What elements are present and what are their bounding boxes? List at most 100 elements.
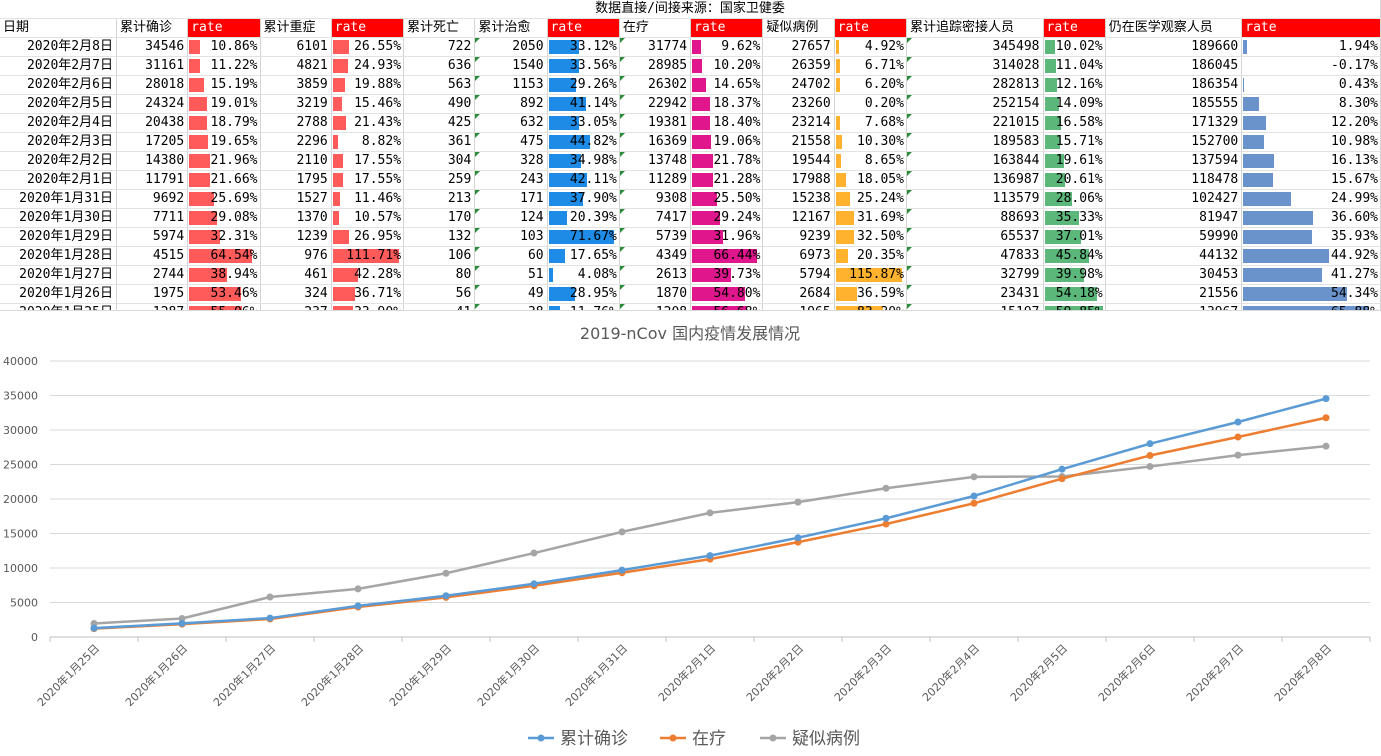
rate-cell[interactable]: 11.46% [331,190,403,209]
data-point[interactable] [443,592,450,599]
rate-cell[interactable]: 26.55% [331,38,403,57]
rate-cell[interactable]: 64.54% [188,247,260,266]
rate-cell[interactable]: 1.94% [1242,38,1381,57]
header-rate-cell[interactable]: rate [188,19,260,38]
rate-cell[interactable]: 6.20% [834,76,906,95]
value-cell[interactable]: 32799 [906,266,1043,285]
date-cell[interactable]: 2020年2月3日 [0,133,116,152]
date-cell[interactable]: 2020年2月8日 [0,38,116,57]
data-point[interactable] [91,625,98,632]
rate-cell[interactable]: 0.20% [834,95,906,114]
value-cell[interactable]: 56 [404,285,475,304]
rate-cell[interactable]: 44.92% [1242,247,1381,266]
legend-entry[interactable]: 在疗 [692,729,726,749]
header-rate-cell[interactable]: rate [834,19,906,38]
value-cell[interactable]: 7417 [619,209,690,228]
header-cell[interactable]: 在疗 [619,19,690,38]
data-point[interactable] [1323,395,1330,402]
rate-cell[interactable]: 54.80% [691,285,763,304]
value-cell[interactable]: 31774 [619,38,690,57]
value-cell[interactable]: 17205 [116,133,187,152]
rate-cell[interactable]: 42.11% [547,171,619,190]
rate-cell[interactable]: 16.13% [1242,152,1381,171]
rate-cell[interactable]: 8.65% [834,152,906,171]
value-cell[interactable]: 2050 [475,38,547,57]
rate-cell[interactable]: 21.78% [691,152,763,171]
value-cell[interactable]: 2788 [260,114,331,133]
rate-cell[interactable]: 31.96% [691,228,763,247]
value-cell[interactable]: 7711 [116,209,187,228]
rate-cell[interactable]: 36.71% [331,285,403,304]
rate-cell[interactable]: 35.93% [1242,228,1381,247]
header-cell[interactable]: 疑似病例 [763,19,834,38]
rate-cell[interactable]: 39.73% [691,266,763,285]
header-rate-cell[interactable]: rate [331,19,403,38]
rate-cell[interactable]: 19.61% [1043,152,1105,171]
value-cell[interactable]: 252154 [906,95,1043,114]
value-cell[interactable]: 124 [475,209,547,228]
header-rate-cell[interactable]: rate [1043,19,1105,38]
value-cell[interactable]: 304 [404,152,475,171]
data-point[interactable] [1235,452,1242,459]
value-cell[interactable]: 23260 [763,95,834,114]
value-cell[interactable]: 30453 [1105,266,1242,285]
rate-cell[interactable]: 54.18% [1043,285,1105,304]
data-point[interactable] [1059,466,1066,473]
value-cell[interactable]: 132 [404,228,475,247]
value-cell[interactable]: 137594 [1105,152,1242,171]
value-cell[interactable]: 26302 [619,76,690,95]
value-cell[interactable]: 490 [404,95,475,114]
rate-cell[interactable]: 15.46% [331,95,403,114]
line-chart[interactable]: 2019-nCov 国内疫情发展情况 0 5000 10000 15000 20000 25… [0,310,1381,756]
value-cell[interactable]: 65537 [906,228,1043,247]
value-cell[interactable]: 636 [404,57,475,76]
value-cell[interactable]: 27657 [763,38,834,57]
rate-cell[interactable]: 10.20% [691,57,763,76]
value-cell[interactable]: 1975 [116,285,187,304]
data-point[interactable] [1235,418,1242,425]
rate-cell[interactable]: 10.02% [1043,38,1105,57]
value-cell[interactable]: 17988 [763,171,834,190]
date-cell[interactable]: 2020年1月30日 [0,209,116,228]
value-cell[interactable]: 11289 [619,171,690,190]
value-cell[interactable]: 4821 [260,57,331,76]
value-cell[interactable]: 80 [404,266,475,285]
value-cell[interactable]: 6973 [763,247,834,266]
rate-cell[interactable]: 15.19% [188,76,260,95]
rate-cell[interactable]: 26.95% [331,228,403,247]
data-point[interactable] [1147,452,1154,459]
rate-cell[interactable]: 36.59% [834,285,906,304]
rate-cell[interactable]: 10.98% [1242,133,1381,152]
value-cell[interactable]: 136987 [906,171,1043,190]
value-cell[interactable]: 19381 [619,114,690,133]
rate-cell[interactable]: 37.01% [1043,228,1105,247]
value-cell[interactable]: 47833 [906,247,1043,266]
header-cell[interactable]: 累计追踪密接人员 [906,19,1043,38]
value-cell[interactable]: 34546 [116,38,187,57]
header-rate-cell[interactable]: rate [1242,19,1381,38]
value-cell[interactable]: 28985 [619,57,690,76]
value-cell[interactable]: 113579 [906,190,1043,209]
value-cell[interactable]: 171 [475,190,547,209]
value-cell[interactable]: 170 [404,209,475,228]
value-cell[interactable]: 3219 [260,95,331,114]
value-cell[interactable]: 6101 [260,38,331,57]
rate-cell[interactable]: 17.65% [547,247,619,266]
value-cell[interactable]: 21558 [763,133,834,152]
header-cell[interactable]: 累计确诊 [116,19,187,38]
rate-cell[interactable]: 28.95% [547,285,619,304]
value-cell[interactable]: 59990 [1105,228,1242,247]
rate-cell[interactable]: 12.16% [1043,76,1105,95]
rate-cell[interactable]: 32.50% [834,228,906,247]
rate-cell[interactable]: 29.08% [188,209,260,228]
rate-cell[interactable]: 45.84% [1043,247,1105,266]
value-cell[interactable]: 102427 [1105,190,1242,209]
value-cell[interactable]: 2296 [260,133,331,152]
data-point[interactable] [1323,443,1330,450]
value-cell[interactable]: 22942 [619,95,690,114]
value-cell[interactable]: 31161 [116,57,187,76]
rate-cell[interactable]: 20.35% [834,247,906,266]
rate-cell[interactable]: 11.22% [188,57,260,76]
date-cell[interactable]: 2020年1月26日 [0,285,116,304]
value-cell[interactable]: 51 [475,266,547,285]
